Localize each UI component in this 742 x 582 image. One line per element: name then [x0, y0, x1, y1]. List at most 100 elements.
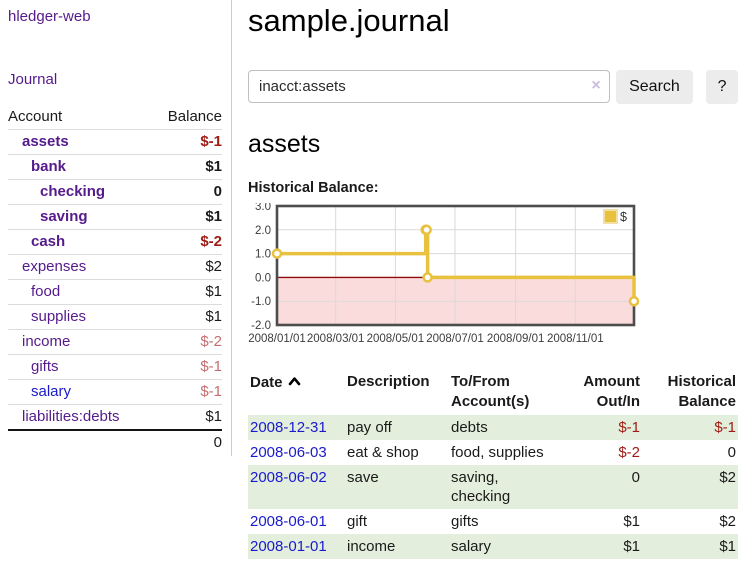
account-balance-cell: $1	[158, 304, 222, 330]
svg-text:2008/03/01: 2008/03/01	[307, 333, 365, 345]
register-accounts-cell: debts	[451, 419, 488, 436]
account-name-cell: food	[8, 279, 158, 305]
svg-text:-2.0: -2.0	[251, 320, 271, 332]
svg-text:2008/09/01: 2008/09/01	[487, 333, 545, 345]
register-date-cell: 2008-12-31	[248, 415, 345, 440]
svg-text:2008/07/01: 2008/07/01	[426, 333, 484, 345]
transaction-date-link[interactable]: 2008-12-31	[250, 419, 327, 436]
account-name-cell: supplies	[8, 304, 158, 330]
register-balance-cell: $2	[719, 469, 736, 486]
account-name-cell: gifts	[8, 354, 158, 380]
search-form: × Search ?	[248, 70, 738, 104]
register-description-cell: eat & shop	[347, 444, 419, 461]
register-row: 2008-01-01 income salary $1 $1	[248, 534, 738, 559]
account-balance-cell: $1	[158, 404, 222, 430]
register-balance-cell: $1	[719, 538, 736, 555]
main-content: sample.journal × Search ? assets Histori…	[248, 0, 738, 559]
account-name-cell: saving	[8, 204, 158, 230]
register-accounts-cell: salary	[451, 538, 492, 555]
account-balance-cell: $2	[158, 254, 222, 280]
sidebar-account-checking[interactable]: checking	[40, 183, 106, 200]
register-row: 2008-12-31 pay off debts $-1 $-1	[248, 415, 738, 440]
account-row: bank $1	[8, 154, 222, 180]
account-name-cell: expenses	[8, 254, 158, 280]
account-balance-cell: $-2	[158, 229, 222, 255]
svg-text:2.0: 2.0	[255, 225, 271, 237]
register-amount-cell: $1	[623, 538, 640, 555]
register-date-cell: 2008-06-01	[248, 509, 345, 534]
accounts-header-balance: Balance	[158, 105, 222, 130]
register-date-cell: 2008-06-03	[248, 440, 345, 465]
accounts-total-spacer	[8, 429, 158, 455]
search-button[interactable]: Search	[615, 70, 694, 104]
account-row: saving $1	[8, 204, 222, 230]
register-header-date[interactable]: Date	[248, 369, 345, 415]
transaction-date-link[interactable]: 2008-06-02	[250, 469, 327, 486]
transaction-date-link[interactable]: 2008-06-03	[250, 444, 327, 461]
accounts-header-row: Account Balance	[8, 105, 222, 130]
register-row: 2008-06-01 gift gifts $1 $2	[248, 509, 738, 534]
register-amount-cell: $-2	[618, 444, 640, 461]
transaction-date-link[interactable]: 2008-06-01	[250, 513, 327, 530]
register-description-cell: income	[347, 538, 396, 555]
account-name-cell: assets	[8, 130, 158, 155]
account-balance-cell: $-1	[158, 379, 222, 405]
svg-text:2008/05/01: 2008/05/01	[367, 333, 425, 345]
account-name-cell: salary	[8, 379, 158, 405]
sidebar-account-cash[interactable]: cash	[31, 233, 66, 250]
register-description-cell: pay off	[347, 419, 392, 436]
account-title: assets	[248, 130, 321, 158]
balance-chart: 3.0 2.0 1.0 0.0 -1.0 -2.0 2008/01/01 2008/03/01…	[248, 203, 738, 353]
sidebar-account-food[interactable]: food	[31, 283, 61, 300]
sidebar-account-salary[interactable]: salary	[31, 383, 72, 400]
sidebar-account-expenses[interactable]: expenses	[22, 258, 87, 275]
register-header-balance: Historical Balance	[667, 373, 736, 410]
register-balance-cell: 0	[727, 444, 736, 461]
svg-text:0.0: 0.0	[255, 272, 271, 284]
register-header-date-label: Date	[250, 374, 283, 391]
register-balance-cell: $2	[719, 513, 736, 530]
register-accounts-cell: gifts	[451, 513, 479, 530]
register-accounts-cell: food, supplies	[451, 444, 544, 461]
account-balance-cell: $-1	[200, 133, 222, 150]
chart-title: Historical Balance:	[248, 180, 379, 196]
register-amount-cell: $1	[623, 513, 640, 530]
search-input[interactable]	[248, 70, 610, 103]
account-balance-cell: $1	[158, 154, 222, 180]
register-header-description: Description	[347, 373, 430, 390]
sidebar-account-assets[interactable]: assets	[22, 133, 69, 150]
register-header-accounts: To/From Account(s)	[451, 373, 530, 410]
account-row: cash $-2	[8, 229, 222, 255]
sidebar-account-liabilities-debts[interactable]: liabilities:debts	[22, 408, 120, 425]
account-row: supplies $1	[8, 304, 222, 330]
register-description-cell: gift	[347, 513, 368, 530]
account-row: checking 0	[8, 179, 222, 205]
register-row: 2008-06-03 eat & shop food, supplies $-2 0	[248, 440, 738, 465]
svg-text:2008/11/01: 2008/11/01	[547, 333, 604, 345]
account-balance-cell: $1	[158, 279, 222, 305]
sidebar-item-journal[interactable]: Journal	[8, 71, 58, 88]
register-date-cell: 2008-06-02	[248, 465, 345, 509]
sidebar: hledger-web Journal Account Balance asse…	[0, 0, 232, 456]
account-name-cell: checking	[8, 179, 158, 205]
register-description-cell: save	[347, 469, 379, 486]
sidebar-account-saving[interactable]: saving	[40, 208, 88, 225]
sidebar-account-supplies[interactable]: supplies	[31, 308, 87, 325]
register-amount-cell: $-1	[618, 419, 640, 436]
sidebar-account-bank[interactable]: bank	[31, 158, 67, 175]
account-row: food $1	[8, 279, 222, 305]
sidebar-account-gifts[interactable]: gifts	[31, 358, 59, 375]
clear-search-icon[interactable]: ×	[591, 77, 601, 94]
account-name-cell: liabilities:debts	[8, 404, 158, 430]
register-table: Date Description To/From Account(s) Amou…	[248, 369, 738, 559]
transaction-date-link[interactable]: 2008-01-01	[250, 538, 327, 555]
help-button[interactable]: ?	[706, 70, 738, 104]
svg-text:-1.0: -1.0	[251, 296, 271, 308]
account-balance-cell: $-2	[158, 329, 222, 355]
account-row: liabilities:debts $1	[8, 404, 222, 430]
accounts-table: Account Balance assets $-1 bank $1 checking 0…	[8, 105, 222, 455]
sidebar-account-income[interactable]: income	[22, 333, 71, 350]
register-header-amount: Amount Out/In	[583, 373, 640, 410]
brand-link[interactable]: hledger-web	[8, 8, 91, 25]
account-row: gifts $-1	[8, 354, 222, 380]
